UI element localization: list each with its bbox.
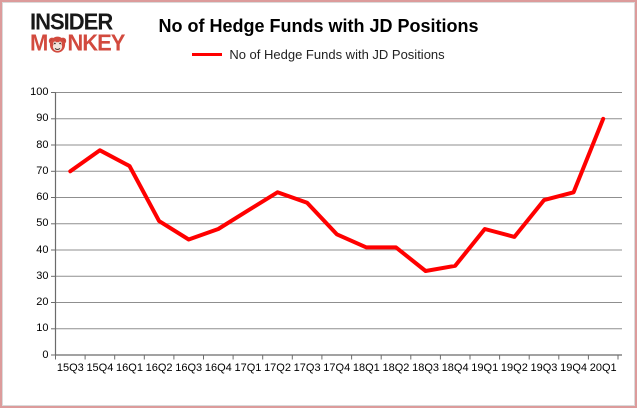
x-axis-label: 16Q2: [145, 362, 173, 374]
x-axis-label: 18Q1: [352, 362, 380, 374]
logo-monkey-nkey: NKEY: [67, 29, 125, 56]
series-line: [68, 116, 606, 273]
y-axis-label: 90: [36, 112, 49, 125]
x-axis-label: 20Q1: [589, 362, 617, 374]
x-axis-label: 17Q1: [234, 362, 262, 374]
x-axis-label: 16Q1: [116, 362, 143, 374]
logo-line-insider: INSIDER: [30, 8, 113, 35]
logo-monkey-m: M: [30, 29, 48, 56]
x-axis-label: 15Q4: [86, 362, 114, 374]
legend: No of Hedge Funds with JD Positions: [2, 47, 635, 62]
y-axis-label: 40: [36, 243, 49, 256]
x-axis-label: 19Q4: [560, 362, 588, 374]
x-axis-label: 17Q4: [323, 362, 351, 374]
logo-line-monkey: M NKEY: [30, 29, 125, 56]
x-axis-label: 18Q3: [412, 362, 440, 374]
y-axis-label: 70: [36, 164, 49, 177]
insider-monkey-logo: INSIDER M NKEY: [30, 8, 125, 56]
y-axis-label: 10: [36, 322, 49, 335]
y-axis-label: 100: [30, 86, 49, 98]
y-axis-label: 30: [36, 269, 49, 282]
chart-title: No of Hedge Funds with JD Positions: [158, 16, 479, 36]
x-axis-label: 19Q2: [500, 362, 528, 374]
y-axis-label: 20: [36, 296, 49, 308]
legend-line-marker: [192, 53, 223, 56]
x-axis-label: 18Q2: [382, 362, 410, 374]
x-axis-label: 15Q3: [56, 362, 84, 374]
y-axis-label: 50: [36, 217, 49, 230]
x-axis-label: 16Q3: [175, 362, 203, 374]
y-axis-label: 80: [36, 138, 49, 151]
x-axis-label: 18Q4: [441, 362, 469, 374]
legend-label: No of Hedge Funds with JD Positions: [229, 47, 445, 62]
x-axis-label: 17Q3: [293, 362, 321, 374]
monkey-face-icon: [49, 36, 67, 53]
x-axis-label: 17Q2: [264, 362, 291, 374]
y-axis-label: 0: [42, 348, 49, 361]
x-axis-label: 19Q1: [471, 362, 499, 374]
x-axis-label: 16Q4: [204, 362, 232, 374]
y-axis-label: 60: [36, 191, 49, 203]
x-axis-label: 19Q3: [530, 362, 558, 374]
